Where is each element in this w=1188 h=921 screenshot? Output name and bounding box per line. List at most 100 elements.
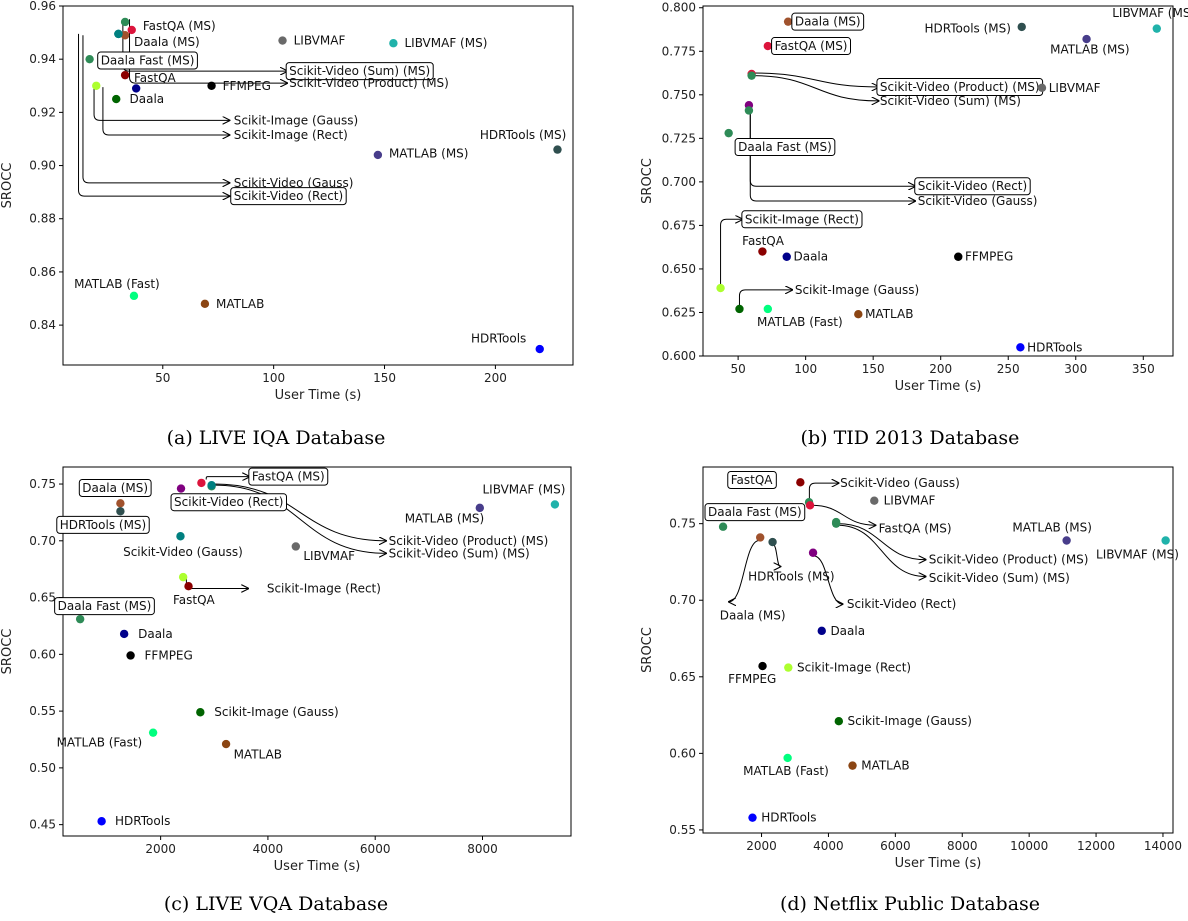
annotation-arrow xyxy=(752,72,879,87)
y-tick-label: 0.94 xyxy=(29,52,56,66)
point-label-matlab-fast: MATLAB (Fast) xyxy=(57,735,143,749)
point-libvmaf xyxy=(291,542,301,551)
x-axis-label: User Time (s) xyxy=(275,388,362,403)
point-libvmaf xyxy=(278,36,287,45)
x-tick-label: 10000 xyxy=(1010,839,1048,853)
point-label-scikit-image-gauss: Scikit-Image (Gauss) xyxy=(214,705,338,719)
point-label-daala-fast-ms: Daala Fast (MS) xyxy=(738,140,832,154)
y-tick-label: 0.725 xyxy=(662,131,696,145)
point-matlab xyxy=(848,761,857,770)
point-label-hdrtools: HDRTools xyxy=(1027,340,1082,354)
y-axis-label: SROCC xyxy=(0,629,15,675)
y-tick-label: 0.88 xyxy=(29,212,56,226)
point-hdrtools xyxy=(97,817,106,826)
y-tick-label: 0.775 xyxy=(662,44,696,58)
chart-panel-2: 50 100 150 200 250 300 350 0.600 0.625 0.650 0.675… xyxy=(640,1,1188,449)
point-libvmaf-ms xyxy=(1161,536,1170,545)
x-tick-label: 200 xyxy=(929,362,952,376)
annotation-arrow xyxy=(185,575,248,588)
x-tick-label: 150 xyxy=(373,371,396,385)
annotation-arrow xyxy=(837,523,926,560)
point-label-daala: Daala xyxy=(830,624,865,638)
point-label-scikit-video-gauss: Scikit-Video (Gauss) xyxy=(234,176,354,190)
y-tick-label: 0.675 xyxy=(662,218,696,232)
point-label-daala: Daala xyxy=(138,627,173,641)
y-tick-label: 0.96 xyxy=(29,0,56,13)
point-label-matlab-ms: MATLAB (MS) xyxy=(405,512,485,526)
x-tick-label: 200 xyxy=(484,371,507,385)
point-hdrtools-ms xyxy=(1017,22,1026,32)
point-label-scikit-video-rect: Scikit-Video (Rect) xyxy=(847,597,956,611)
point-label-hdrtools-ms: HDRTools (MS) xyxy=(924,22,1010,36)
point-label-fastqa: FastQA xyxy=(742,234,785,248)
point-label-ffmpeg: FFMPEG xyxy=(145,648,193,662)
point-label-daala: Daala xyxy=(793,250,828,264)
point-label-matlab-ms: MATLAB (MS) xyxy=(1012,520,1092,534)
x-tick-label: 12000 xyxy=(1077,839,1115,853)
point-matlab xyxy=(200,299,210,309)
point-matlab-fast xyxy=(783,753,792,763)
point-label-box xyxy=(56,515,150,534)
point-label-box xyxy=(170,493,287,512)
point-hdrtools xyxy=(535,344,544,354)
x-tick-label: 100 xyxy=(794,362,817,376)
point-label-fastqa-ms: FastQA (MS) xyxy=(775,39,848,53)
point-label-libvmaf-ms: LIBVMAF (MS) xyxy=(404,36,487,50)
annotation-arrow xyxy=(811,504,876,525)
y-tick-label: 0.70 xyxy=(29,534,56,548)
point-label-matlab: MATLAB xyxy=(216,297,264,311)
x-tick-label: 4000 xyxy=(813,839,844,853)
point-label-box xyxy=(54,597,155,616)
y-tick-label: 0.86 xyxy=(29,265,56,279)
annotation-arrow xyxy=(82,35,229,183)
point-label-scikit-video-gauss: Scikit-Video (Gauss) xyxy=(918,194,1038,208)
y-tick-label: 0.75 xyxy=(29,477,56,491)
point-label-scikit-video-gauss: Scikit-Video (Gauss) xyxy=(840,476,960,490)
point-fastqa xyxy=(796,478,805,487)
annotation-arrow xyxy=(773,544,781,566)
point-label-matlab-fast: MATLAB (Fast) xyxy=(743,764,829,778)
point-scikit-video-gauss xyxy=(176,532,185,541)
point-fastqa-ms xyxy=(197,478,206,488)
point-label-daala-ms: Daala (MS) xyxy=(134,35,200,49)
point-label-box xyxy=(97,51,198,70)
point-daala xyxy=(119,629,129,639)
point-label-libvmaf: LIBVMAF xyxy=(303,549,355,563)
point-label-scikit-video-sum-ms: Scikit-Video (Sum) (MS) xyxy=(929,571,1070,585)
point-scikit-image-rect xyxy=(112,94,121,104)
point-label-scikit-video-rect: Scikit-Video (Rect) xyxy=(918,179,1027,193)
point-matlab-fast xyxy=(148,728,158,737)
point-libvmaf-ms xyxy=(550,500,560,509)
point-scikit-video-sum-ms xyxy=(747,71,756,80)
x-tick-label: 100 xyxy=(262,371,285,385)
point-scikit-image-rect xyxy=(716,283,725,293)
point-scikit-video-gauss xyxy=(744,106,754,115)
point-label-daala-ms: Daala (MS) xyxy=(720,609,786,623)
y-tick-label: 0.55 xyxy=(669,823,696,837)
point-label-box xyxy=(741,210,863,229)
point-label-scikit-video-product-ms: Scikit-Video (Product) (MS) xyxy=(389,534,549,548)
annotation-arrow xyxy=(214,483,386,541)
point-fastqa xyxy=(184,582,193,591)
point-label-scikit-video-product-ms: Scikit-Video (Product) (MS) xyxy=(929,553,1089,567)
point-ffmpeg xyxy=(126,651,135,660)
x-tick-label: 6000 xyxy=(880,839,911,853)
point-matlab xyxy=(221,739,231,749)
point-label-matlab-fast: MATLAB (Fast) xyxy=(74,277,160,291)
point-label-daala-fast-ms: Daala Fast (MS) xyxy=(101,54,195,68)
point-label-scikit-video-rect: Scikit-Video (Rect) xyxy=(234,189,343,203)
point-label-box xyxy=(78,479,152,498)
y-tick-label: 0.60 xyxy=(669,746,696,760)
y-tick-label: 0.70 xyxy=(669,593,696,607)
x-tick-label: 150 xyxy=(862,362,885,376)
point-label-hdrtools-ms: HDRTools (MS) xyxy=(60,518,146,532)
y-tick-label: 0.45 xyxy=(29,818,56,832)
x-tick-label: 50 xyxy=(155,371,170,385)
y-tick-label: 0.90 xyxy=(29,159,56,173)
x-axis-label: User Time (s) xyxy=(895,856,982,871)
point-scikit-video-rect xyxy=(176,484,186,493)
point-label-scikit-image-rect: Scikit-Image (Rect) xyxy=(267,581,381,595)
point-label-scikit-image-rect: Scikit-Image (Rect) xyxy=(234,128,348,142)
x-tick-label: 250 xyxy=(997,362,1020,376)
